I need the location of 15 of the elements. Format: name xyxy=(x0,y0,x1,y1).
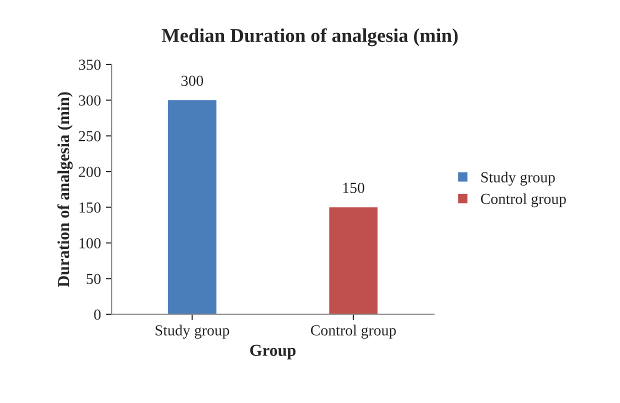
y-tick-label: 0 xyxy=(94,309,101,320)
y-tick-label: 50 xyxy=(86,274,101,284)
y-tick-label: 300 xyxy=(78,95,101,106)
legend-label: Control group xyxy=(480,193,566,208)
data-label: 300 xyxy=(181,76,204,86)
y-tick-label: 350 xyxy=(78,60,101,70)
data-label: 150 xyxy=(343,182,364,194)
y-axis-title: Duration of analgesia (min) xyxy=(57,92,73,288)
chart-title: Median Duration of analgesia (min) xyxy=(162,28,458,46)
y-tick-label: 100 xyxy=(80,238,101,248)
legend-label: Study group xyxy=(481,172,555,186)
y-tick-label: 200 xyxy=(78,166,101,178)
y-tick-label: 150 xyxy=(80,202,101,213)
x-axis-title: Group xyxy=(250,344,296,360)
y-tick-label: 250 xyxy=(78,131,101,142)
